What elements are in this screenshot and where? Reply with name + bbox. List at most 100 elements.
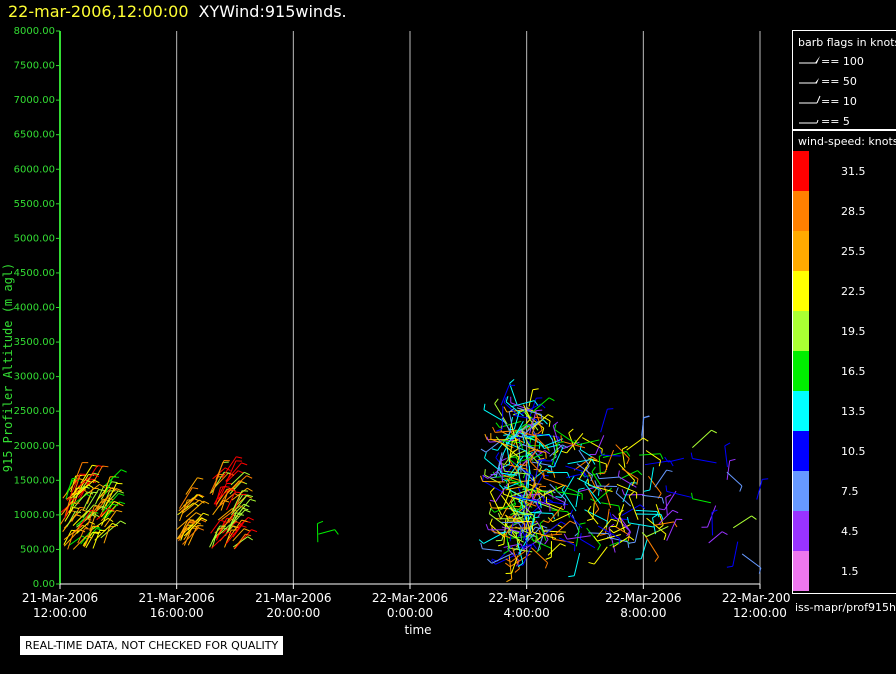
- wind-barb-flag: [729, 458, 736, 462]
- wind-barb: [511, 555, 519, 574]
- wind-barb-flag: [539, 485, 547, 488]
- wind-barb-flag: [505, 558, 512, 563]
- wind-barb: [85, 531, 96, 549]
- wind-barb-flag: [547, 498, 554, 503]
- wind-barb: [578, 449, 590, 467]
- wind-barb-flag: [251, 529, 258, 533]
- wind-barb: [70, 484, 89, 499]
- wind-barb-flag: [665, 494, 672, 498]
- wind-barb-flag: [237, 513, 244, 516]
- wind-barb-flag: [247, 487, 253, 492]
- wind-barb-flag: [608, 523, 615, 529]
- wind-barb: [517, 542, 524, 564]
- wind-barb: [726, 460, 731, 480]
- wind-barb-flag: [93, 513, 100, 518]
- wind-barb: [644, 534, 659, 558]
- wind-barb-flag: [201, 517, 208, 521]
- wind-barb: [616, 483, 637, 494]
- wind-barb: [526, 455, 531, 475]
- wind-barb-flag: [521, 506, 527, 512]
- wind-barb: [510, 400, 535, 408]
- barb-row-100: == 100: [799, 55, 864, 68]
- wind-barb: [598, 456, 601, 476]
- wind-barb: [646, 525, 669, 538]
- wind-barb-flag: [482, 474, 488, 479]
- wind-barb-flag: [112, 522, 119, 527]
- wind-barb: [644, 460, 671, 466]
- wind-barb-flag: [607, 408, 614, 410]
- wind-barb: [501, 417, 512, 432]
- wind-barb: [234, 499, 251, 519]
- wind-barb-flag: [503, 550, 510, 555]
- wind-barb-flag: [599, 533, 606, 536]
- wind-barb-flag: [538, 491, 544, 496]
- wind-barb: [215, 488, 228, 505]
- wind-barb: [596, 518, 612, 538]
- wind-barb-flag: [195, 521, 202, 525]
- wind-barb: [517, 515, 527, 538]
- wind-barb: [230, 471, 245, 486]
- wind-barb-flag: [495, 452, 500, 458]
- wind-barb: [552, 425, 559, 444]
- wind-barb: [104, 476, 114, 495]
- wind-barb-flag: [554, 423, 557, 430]
- wind-barb: [732, 515, 752, 529]
- wind-barb: [219, 489, 230, 505]
- wind-barb: [509, 450, 526, 458]
- wind-barb: [500, 460, 504, 482]
- wind-barb-flag: [626, 530, 631, 537]
- x-tick-time: 4:00:00: [504, 606, 550, 620]
- wind-barb: [84, 505, 103, 521]
- wind-barb: [692, 458, 717, 464]
- wind-barb-flag: [672, 509, 679, 514]
- wind-barb-flag: [512, 448, 519, 453]
- wind-barb-flag: [503, 406, 508, 413]
- wind-barb: [87, 506, 95, 526]
- wind-barb: [543, 438, 564, 447]
- wind-barb: [518, 454, 543, 463]
- wind-barb: [533, 474, 544, 492]
- wind-barb-flag: [537, 429, 543, 435]
- wind-barb-flag: [79, 506, 86, 509]
- wind-barb-flag: [726, 565, 733, 568]
- wind-barb: [234, 517, 249, 531]
- wind-barb-flag: [496, 428, 503, 432]
- wind-barb: [513, 414, 537, 421]
- wind-barb: [489, 523, 505, 538]
- wind-barb-flag: [510, 497, 516, 503]
- wind-barb: [505, 441, 527, 452]
- wind-barb: [524, 412, 539, 431]
- wind-barb: [180, 493, 200, 513]
- wind-barb-flag: [92, 531, 99, 535]
- wind-barb: [508, 535, 532, 539]
- wind-barb-flag: [112, 503, 119, 506]
- wind-barb-flag: [241, 519, 248, 523]
- wind-barb-flag: [243, 503, 250, 508]
- wind-barb: [510, 502, 524, 525]
- wind-barb-flag: [618, 505, 621, 512]
- wind-barb: [555, 520, 571, 535]
- wind-barb: [608, 527, 616, 553]
- wind-barb: [506, 463, 527, 470]
- wind-barb-flag: [506, 431, 512, 437]
- y-tick-label: 5500.00: [14, 199, 55, 210]
- wind-barb-flag: [506, 578, 512, 583]
- wind-barb: [547, 505, 563, 523]
- wind-barb-flag: [721, 531, 728, 535]
- wind-barb-flag: [532, 514, 536, 521]
- wind-barb-flag: [608, 528, 614, 534]
- y-axis-title: 915 Profiler Altitude (m agl): [1, 263, 15, 473]
- wind-barb-flag: [569, 520, 576, 525]
- wind-barb: [513, 420, 524, 439]
- wind-barb: [614, 525, 630, 536]
- wind-barb-flag: [548, 397, 555, 402]
- wind-barb-flag: [552, 421, 559, 427]
- wind-barb: [82, 504, 95, 519]
- x-tick-time: 8:00:00: [620, 606, 666, 620]
- wind-barb: [72, 510, 89, 526]
- wind-barb-flag: [637, 470, 643, 476]
- wind-barb: [482, 548, 502, 552]
- y-tick-label: 4500.00: [14, 268, 55, 279]
- wind-barb-flag: [498, 467, 502, 474]
- wind-barb-flag: [593, 535, 598, 542]
